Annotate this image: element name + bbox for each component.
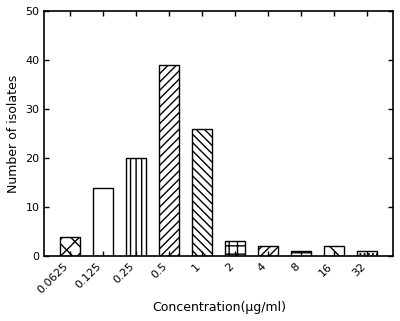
Bar [258, 246, 278, 256]
Y-axis label: Number of isolates: Number of isolates [7, 74, 20, 193]
Bar [291, 251, 311, 256]
Bar [225, 241, 245, 256]
Bar [358, 251, 377, 256]
Bar [324, 246, 344, 256]
Bar [60, 237, 80, 256]
Bar [126, 158, 146, 256]
Bar [159, 65, 179, 256]
Bar [93, 187, 113, 256]
X-axis label: Concentration(μg/ml): Concentration(μg/ml) [152, 301, 286, 314]
Bar [192, 129, 212, 256]
